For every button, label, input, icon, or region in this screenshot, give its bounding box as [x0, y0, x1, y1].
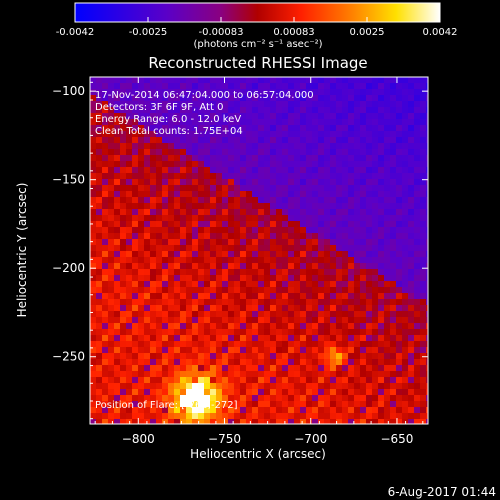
chart-title: Reconstructed RHESSI Image: [148, 54, 367, 72]
annotation-detectors: Detectors: 3F 6F 9F, Att 0: [95, 102, 223, 113]
footer-date: 6-Aug-2017 01:44: [388, 485, 496, 499]
colorbar-units: (photons cm⁻² s⁻¹ asec⁻²): [193, 39, 322, 50]
x-tick-label: −800: [122, 432, 155, 446]
annotation-time-range: 17-Nov-2014 06:47:04.000 to 06:57:04.000: [95, 90, 314, 101]
colorbar-tick-label: 0.0042: [423, 27, 458, 38]
x-tick-label: −750: [208, 432, 241, 446]
heatmap-image: [90, 77, 428, 424]
colorbar-ticks: -0.0042 -0.0025 -0.00083 0.00083 0.0025 0.004…: [56, 17, 458, 38]
annotation-clean-counts: Clean Total counts: 1.75E+04: [95, 126, 243, 137]
y-tick-label: −250: [52, 350, 85, 364]
x-axis-label: Heliocentric X (arcsec): [190, 447, 326, 461]
colorbar-tick-label: 0.00083: [273, 27, 314, 38]
y-axis-label: Heliocentric Y (arcsec): [15, 183, 29, 318]
colorbar: -0.0042 -0.0025 -0.00083 0.00083 0.0025 0.004…: [56, 2, 458, 50]
colorbar-tick-label: -0.0025: [129, 27, 168, 38]
plot-frame: [89, 76, 429, 425]
colorbar-gradient: [74, 2, 441, 23]
y-tick-label: −200: [52, 261, 85, 275]
annotation-energy-range: Energy Range: 6.0 - 12.0 keV: [95, 114, 241, 125]
colorbar-tick-label: 0.0025: [350, 27, 385, 38]
y-axis: −100 −150 −200 −250: [52, 81, 428, 420]
colorbar-tick-label: -0.00083: [199, 27, 244, 38]
x-tick-label: −700: [294, 432, 327, 446]
flare-position-label: Position of Flare: [-768,-272]: [95, 400, 238, 411]
y-tick-label: −100: [52, 84, 85, 98]
x-axis: −800 −750 −700 −650: [94, 77, 424, 446]
colorbar-tick-label: -0.0042: [56, 27, 95, 38]
observation-info: 17-Nov-2014 06:47:04.000 to 06:57:04.000…: [95, 90, 314, 137]
y-tick-label: −150: [52, 173, 85, 187]
x-tick-label: −650: [380, 432, 413, 446]
